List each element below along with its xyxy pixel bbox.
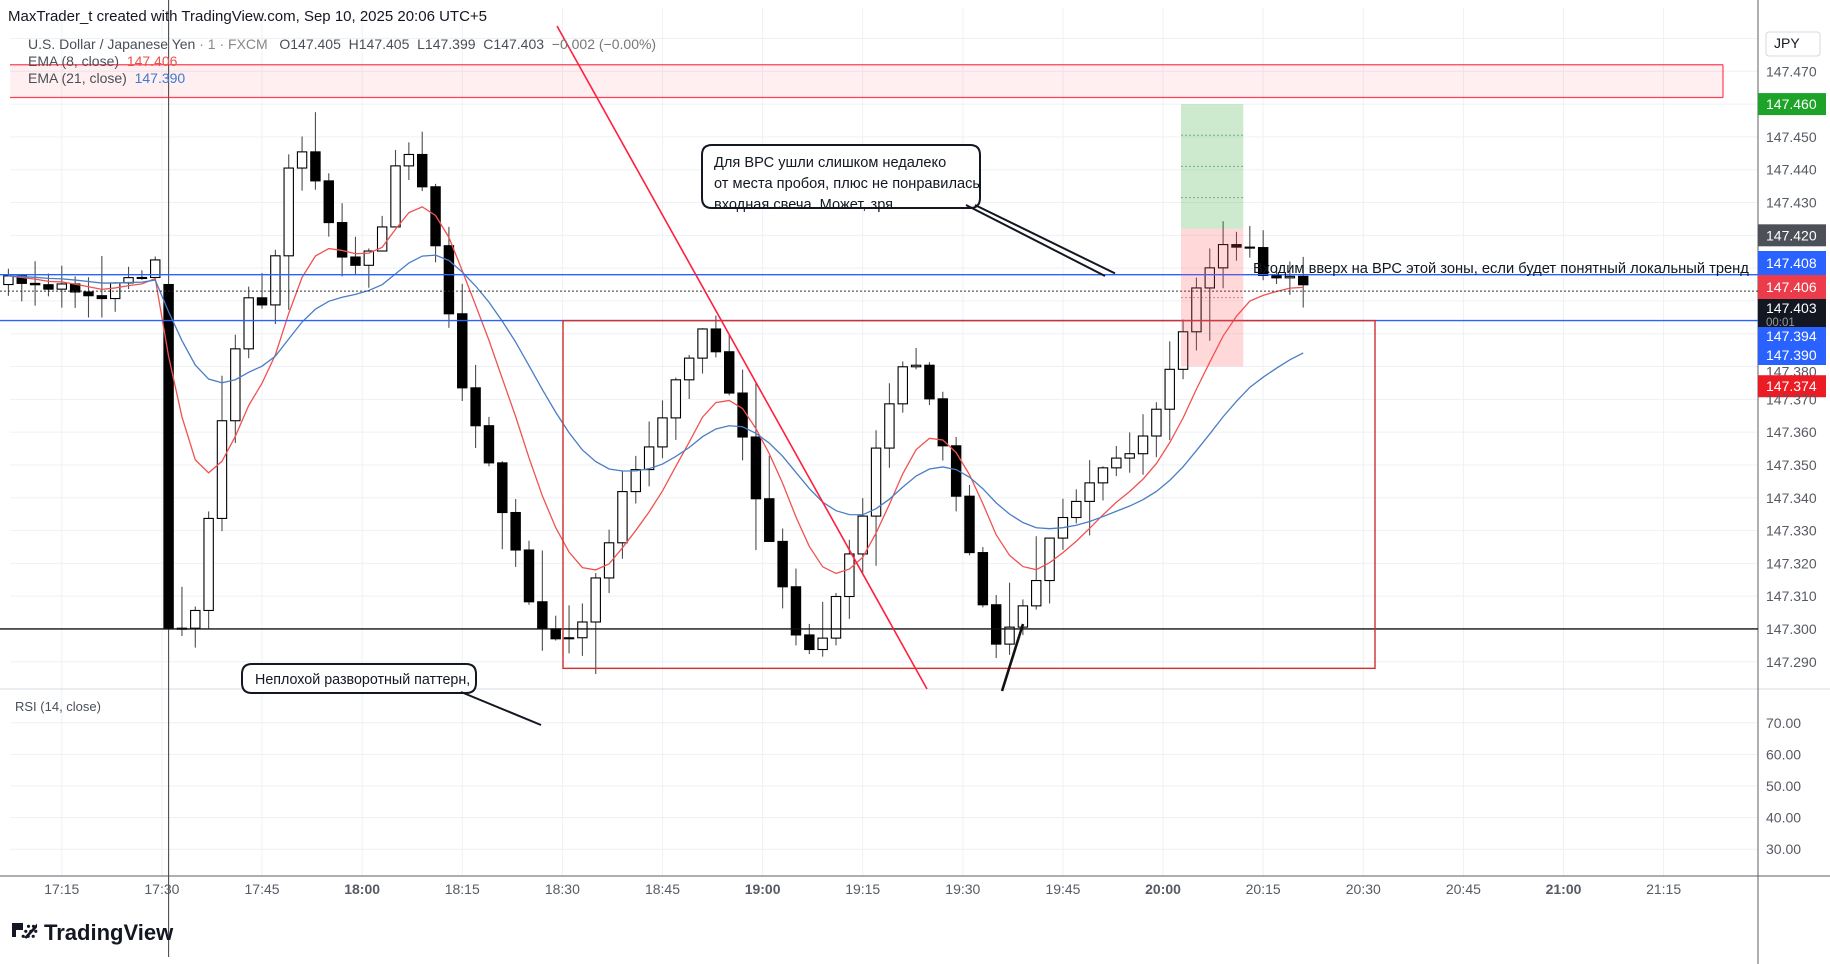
- svg-text:21:15: 21:15: [1646, 881, 1681, 897]
- svg-text:147.408: 147.408: [1766, 255, 1817, 271]
- svg-text:147.340: 147.340: [1766, 490, 1817, 506]
- svg-text:17:45: 17:45: [245, 881, 280, 897]
- svg-text:18:30: 18:30: [545, 881, 580, 897]
- svg-text:147.403: 147.403: [1766, 300, 1817, 316]
- svg-text:147.394: 147.394: [1766, 328, 1817, 344]
- svg-text:147.320: 147.320: [1766, 555, 1817, 571]
- svg-text:17:30: 17:30: [144, 881, 179, 897]
- svg-text:147.406: 147.406: [1766, 279, 1817, 295]
- svg-text:Входим вверх на ВРС этой зоны,: Входим вверх на ВРС этой зоны, если буде…: [1253, 261, 1749, 277]
- svg-text:20:00: 20:00: [1145, 881, 1181, 897]
- svg-text:70.00: 70.00: [1766, 715, 1801, 731]
- svg-text:17:15: 17:15: [44, 881, 79, 897]
- svg-text:20:30: 20:30: [1346, 881, 1381, 897]
- svg-text:RSI (14, close): RSI (14, close): [15, 699, 101, 714]
- svg-text:18:00: 18:00: [344, 881, 380, 897]
- svg-text:147.300: 147.300: [1766, 621, 1817, 637]
- svg-text:147.390: 147.390: [1766, 347, 1817, 363]
- svg-text:18:45: 18:45: [645, 881, 680, 897]
- svg-text:18:15: 18:15: [445, 881, 480, 897]
- svg-text:147.310: 147.310: [1766, 588, 1817, 604]
- svg-text:30.00: 30.00: [1766, 841, 1801, 857]
- svg-text:147.370: 147.370: [1766, 391, 1817, 407]
- svg-text:19:45: 19:45: [1045, 881, 1080, 897]
- svg-text:20:15: 20:15: [1246, 881, 1281, 897]
- svg-text:20:45: 20:45: [1446, 881, 1481, 897]
- svg-text:147.290: 147.290: [1766, 654, 1817, 670]
- svg-text:147.440: 147.440: [1766, 162, 1817, 178]
- svg-text:JPY: JPY: [1774, 35, 1800, 51]
- svg-text:19:30: 19:30: [945, 881, 980, 897]
- svg-text:19:00: 19:00: [745, 881, 781, 897]
- svg-text:147.470: 147.470: [1766, 63, 1817, 79]
- svg-text:60.00: 60.00: [1766, 746, 1801, 762]
- svg-text:147.360: 147.360: [1766, 424, 1817, 440]
- svg-text:19:15: 19:15: [845, 881, 880, 897]
- svg-text:50.00: 50.00: [1766, 778, 1801, 794]
- svg-text:147.350: 147.350: [1766, 457, 1817, 473]
- svg-text:Неплохой разворотный паттерн,: Неплохой разворотный паттерн,: [255, 672, 470, 688]
- svg-text:147.450: 147.450: [1766, 129, 1817, 145]
- svg-text:21:00: 21:00: [1546, 881, 1582, 897]
- svg-text:40.00: 40.00: [1766, 810, 1801, 826]
- svg-text:147.420: 147.420: [1766, 227, 1817, 243]
- svg-text:147.460: 147.460: [1766, 96, 1817, 112]
- svg-text:147.430: 147.430: [1766, 195, 1817, 211]
- svg-text:147.330: 147.330: [1766, 523, 1817, 539]
